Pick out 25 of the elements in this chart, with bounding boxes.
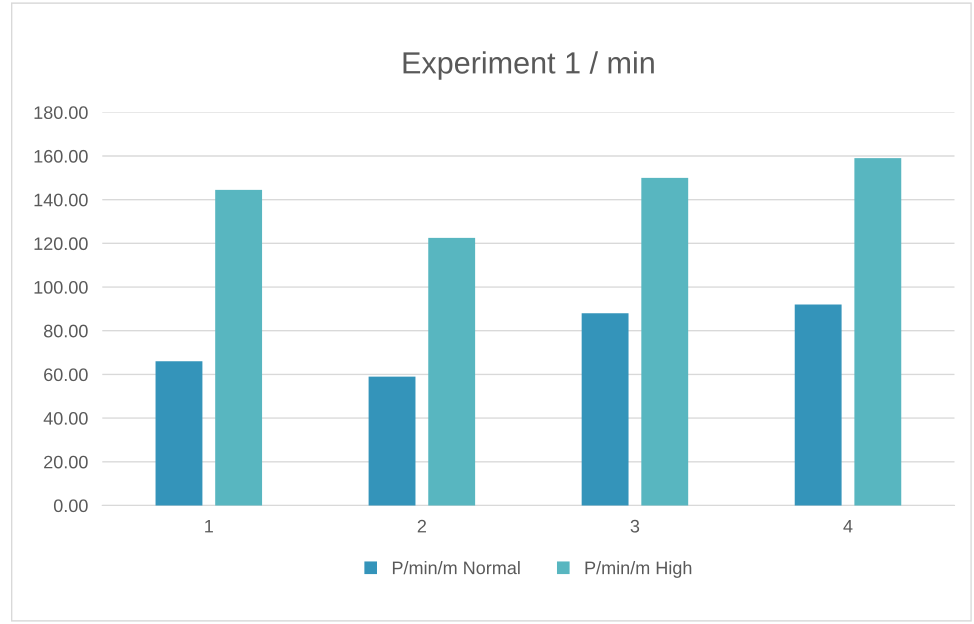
x-tick-label: 3 — [630, 520, 640, 533]
x-tick-label: 2 — [418, 520, 426, 532]
bar — [215, 190, 262, 506]
y-tick-label: 80.00 — [44, 324, 88, 338]
y-tick-label: 20.00 — [44, 456, 88, 468]
chart-title: Experiment 1 / min — [404, 51, 654, 80]
legend-label: P/min/m Normal — [392, 561, 520, 574]
y-tick-label: 40.00 — [44, 412, 88, 425]
bar — [368, 376, 416, 506]
bar — [641, 178, 688, 506]
x-tick-label: 4 — [843, 520, 852, 532]
bar — [428, 238, 476, 506]
x-tick-label: 1 — [205, 520, 213, 532]
y-tick-label: 60.00 — [44, 368, 88, 382]
y-tick-label: 140.00 — [34, 194, 88, 206]
y-tick-label: 180.00 — [34, 106, 88, 120]
bar — [794, 304, 842, 506]
legend-label: P/min/m High — [586, 561, 692, 578]
bar — [582, 313, 629, 506]
bar — [854, 158, 902, 506]
y-tick-label: 160.00 — [34, 150, 88, 163]
bar — [156, 361, 202, 506]
y-tick-label: 100.00 — [34, 280, 88, 294]
y-tick-label: 120.00 — [34, 237, 88, 250]
y-tick-label: 0.00 — [54, 499, 88, 512]
